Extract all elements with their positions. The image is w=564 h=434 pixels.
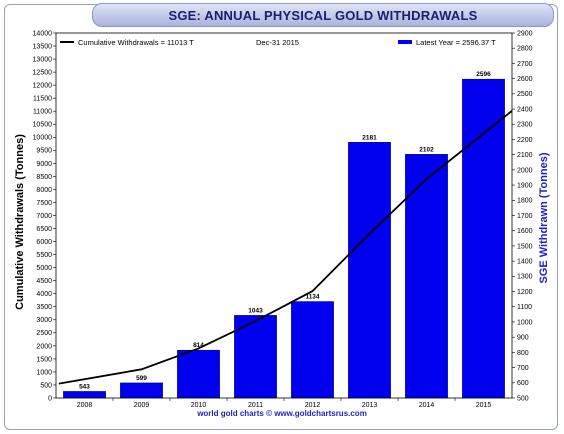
- left-tick-label-9500: 9500: [36, 148, 52, 155]
- right-tick-label-2400: 2400: [517, 106, 533, 113]
- right-tick-label-2000: 2000: [517, 167, 533, 174]
- bars-group: [63, 78, 505, 399]
- right-tick-label-1500: 1500: [517, 243, 533, 250]
- right-tick-label-1100: 1100: [517, 304, 532, 311]
- legend-latest-year-label: Latest Year = 2596.37 T: [416, 38, 496, 47]
- bar-labels-group: 543 599 814 1043 1134 2181 2102 2596: [79, 71, 491, 390]
- x-tick-label-2014: 2014: [419, 402, 435, 409]
- left-axis-ticks: 0 500 1000 1500 2000 2500 3000 3500 4000 4500 5000…: [33, 30, 56, 402]
- right-tick-label-2500: 2500: [517, 91, 533, 98]
- bar-2009: [120, 382, 163, 399]
- bar-2014: [405, 154, 448, 399]
- right-tick-label-2300: 2300: [517, 122, 533, 129]
- left-tick-label-10500: 10500: [33, 122, 53, 129]
- bar-data-label-2009: 599: [136, 375, 147, 382]
- x-tick-label-2010: 2010: [191, 402, 207, 409]
- right-tick-label-1700: 1700: [517, 213, 533, 220]
- left-tick-label-7000: 7000: [36, 213, 52, 220]
- left-axis-title: Cumulative Withdrawals (Tonnes): [14, 134, 26, 310]
- left-tick-label-0: 0: [48, 395, 52, 402]
- bar-data-label-2013: 2181: [362, 134, 377, 141]
- bar-2015: [462, 78, 505, 399]
- left-tick-label-6000: 6000: [36, 239, 52, 246]
- bar-2008: [63, 391, 106, 399]
- bar-2013: [348, 142, 391, 399]
- x-tick-label-2011: 2011: [248, 402, 263, 409]
- right-tick-label-1900: 1900: [517, 182, 533, 189]
- left-tick-label-5000: 5000: [36, 265, 52, 272]
- left-tick-label-4000: 4000: [36, 291, 52, 298]
- bar-data-label-2010: 814: [193, 342, 204, 349]
- legend-cumulative-label: Cumulative Withdrawals = 11013 T: [78, 38, 194, 47]
- right-tick-label-1600: 1600: [517, 228, 533, 235]
- right-tick-label-2700: 2700: [517, 61, 533, 68]
- right-tick-label-2900: 2900: [517, 30, 533, 37]
- left-tick-label-8500: 8500: [36, 174, 52, 181]
- left-tick-label-3000: 3000: [36, 317, 52, 324]
- bar-2012: [291, 301, 334, 399]
- left-tick-label-1500: 1500: [36, 356, 52, 363]
- left-tick-label-5500: 5500: [36, 252, 52, 259]
- left-tick-label-14000: 14000: [33, 30, 53, 37]
- x-axis-ticks: 2008 2009 2010 2011 2012 2013 2014 2015: [77, 398, 492, 409]
- right-tick-label-800: 800: [517, 350, 529, 357]
- right-tick-label-1000: 1000: [517, 319, 533, 326]
- x-tick-label-2015: 2015: [476, 402, 492, 409]
- right-axis-title: SGE Withdrawn (Tonnes): [538, 152, 550, 283]
- chart-title: SGE: ANNUAL PHYSICAL GOLD WITHDRAWALS: [168, 7, 478, 23]
- left-tick-label-12000: 12000: [33, 83, 53, 90]
- bar-data-label-2011: 1043: [248, 307, 263, 314]
- chart-footer-credit: world gold charts © www.goldchartsrus.co…: [196, 409, 367, 418]
- left-tick-label-6500: 6500: [36, 226, 52, 233]
- left-tick-label-2000: 2000: [36, 343, 52, 350]
- x-tick-label-2012: 2012: [305, 402, 321, 409]
- left-tick-label-4500: 4500: [36, 278, 52, 285]
- bar-data-label-2015: 2596: [476, 71, 491, 78]
- left-tick-label-7500: 7500: [36, 200, 52, 207]
- left-tick-label-8000: 8000: [36, 187, 52, 194]
- right-tick-label-1400: 1400: [517, 259, 533, 266]
- x-tick-label-2009: 2009: [134, 402, 150, 409]
- left-tick-label-12500: 12500: [33, 70, 53, 77]
- right-tick-label-2600: 2600: [517, 76, 533, 83]
- right-tick-label-2100: 2100: [517, 152, 533, 159]
- right-tick-label-2800: 2800: [517, 46, 533, 53]
- right-tick-label-2200: 2200: [517, 137, 533, 144]
- right-tick-label-700: 700: [517, 365, 529, 372]
- right-tick-label-1200: 1200: [517, 289, 533, 296]
- left-tick-label-10000: 10000: [33, 135, 53, 142]
- right-tick-label-500: 500: [517, 395, 529, 402]
- right-tick-label-600: 600: [517, 380, 529, 387]
- bar-2010: [177, 349, 220, 399]
- chart-title-bar: SGE: ANNUAL PHYSICAL GOLD WITHDRAWALS: [92, 3, 554, 27]
- left-tick-label-13000: 13000: [33, 56, 53, 63]
- left-tick-label-11000: 11000: [33, 109, 52, 116]
- bar-data-label-2014: 2102: [419, 146, 434, 153]
- right-axis-ticks: 500 600 700 800 900 1000 1100 1200 1300 1400 1500 1…: [512, 30, 533, 402]
- right-tick-label-1800: 1800: [517, 198, 533, 205]
- date-label: Dec-31 2015: [256, 38, 299, 47]
- bar-data-label-2012: 1134: [305, 294, 319, 301]
- cumulative-line: [58, 110, 513, 385]
- left-tick-label-9000: 9000: [36, 161, 52, 168]
- right-tick-label-1300: 1300: [517, 274, 533, 281]
- bar-2011: [234, 315, 277, 399]
- legend-bar-swatch: [398, 40, 412, 44]
- left-tick-label-3500: 3500: [36, 304, 52, 311]
- left-tick-label-13500: 13500: [33, 43, 53, 50]
- left-tick-label-2500: 2500: [36, 330, 52, 337]
- left-tick-label-11500: 11500: [33, 96, 52, 103]
- x-tick-label-2008: 2008: [77, 402, 93, 409]
- bar-data-label-2008: 543: [79, 383, 90, 390]
- right-tick-label-900: 900: [517, 335, 529, 342]
- x-tick-label-2013: 2013: [362, 402, 378, 409]
- left-tick-label-500: 500: [40, 382, 52, 389]
- left-tick-label-1000: 1000: [36, 369, 52, 376]
